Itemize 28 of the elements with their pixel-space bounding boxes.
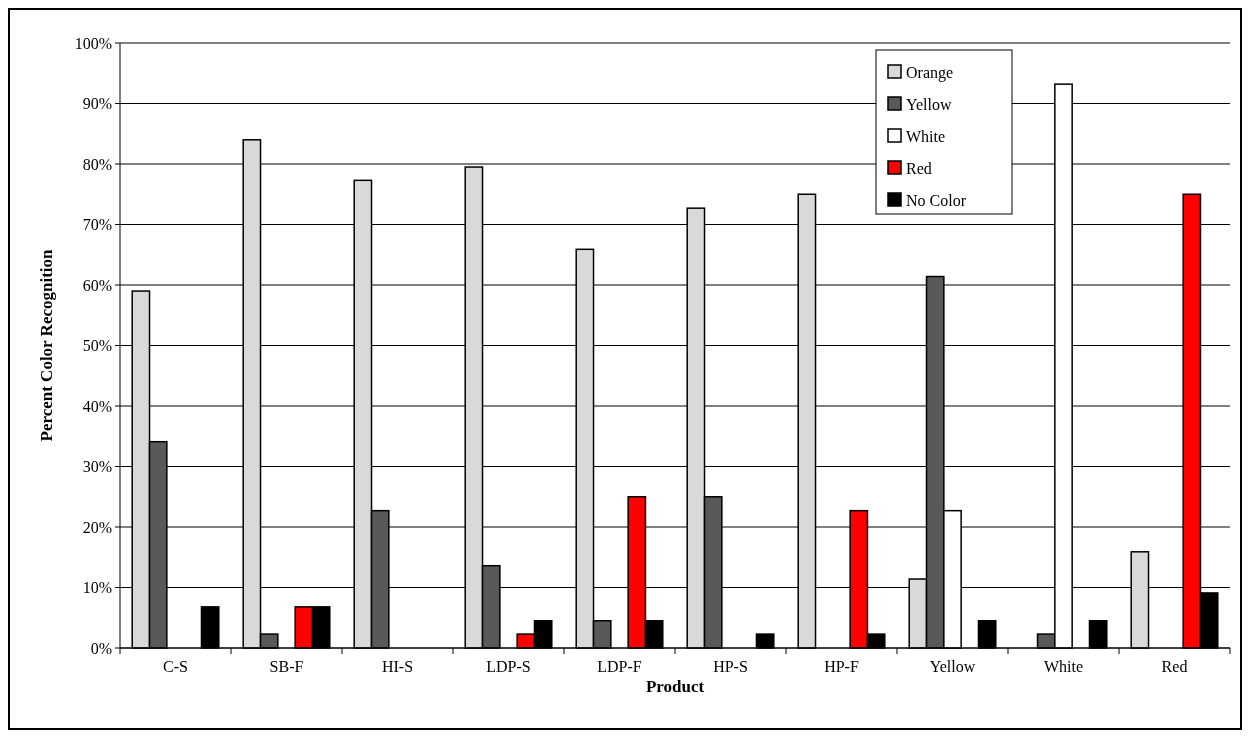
x-tick-label: LDP-F: [597, 658, 642, 675]
y-tick-label: 20%: [82, 518, 112, 536]
y-tick-label: 90%: [82, 95, 112, 113]
legend-label: White: [906, 127, 946, 145]
y-tick-label: 80%: [82, 155, 112, 173]
y-tick-label: 60%: [82, 276, 112, 294]
legend-label: Yellow: [906, 95, 952, 113]
x-tick-label: Red: [1161, 658, 1188, 675]
y-tick-label: 100%: [74, 34, 112, 52]
x-tick-label: SB-F: [269, 658, 304, 675]
y-axis-title: Percent Color Recognition: [37, 248, 56, 442]
x-axis-title: Product: [645, 677, 705, 696]
x-tick-label: HP-S: [713, 658, 748, 675]
y-tick-label: 40%: [82, 397, 112, 415]
legend-label: No Color: [906, 191, 967, 209]
legend-label: Orange: [906, 63, 954, 82]
y-tick-label: 10%: [82, 579, 112, 597]
y-tick-label: 50%: [82, 337, 112, 355]
y-tick-label: 30%: [82, 458, 112, 476]
x-tick-label: LDP-S: [486, 658, 531, 675]
y-tick-label: 0%: [90, 639, 112, 657]
x-tick-label: Yellow: [929, 658, 976, 675]
x-tick-label: HP-F: [824, 658, 859, 675]
x-tick-label: C-S: [163, 658, 188, 675]
x-tick-label: HI-S: [381, 658, 414, 675]
x-tick-label: White: [1043, 658, 1084, 675]
y-tick-label: 70%: [82, 216, 112, 234]
legend-label: Red: [906, 159, 932, 177]
